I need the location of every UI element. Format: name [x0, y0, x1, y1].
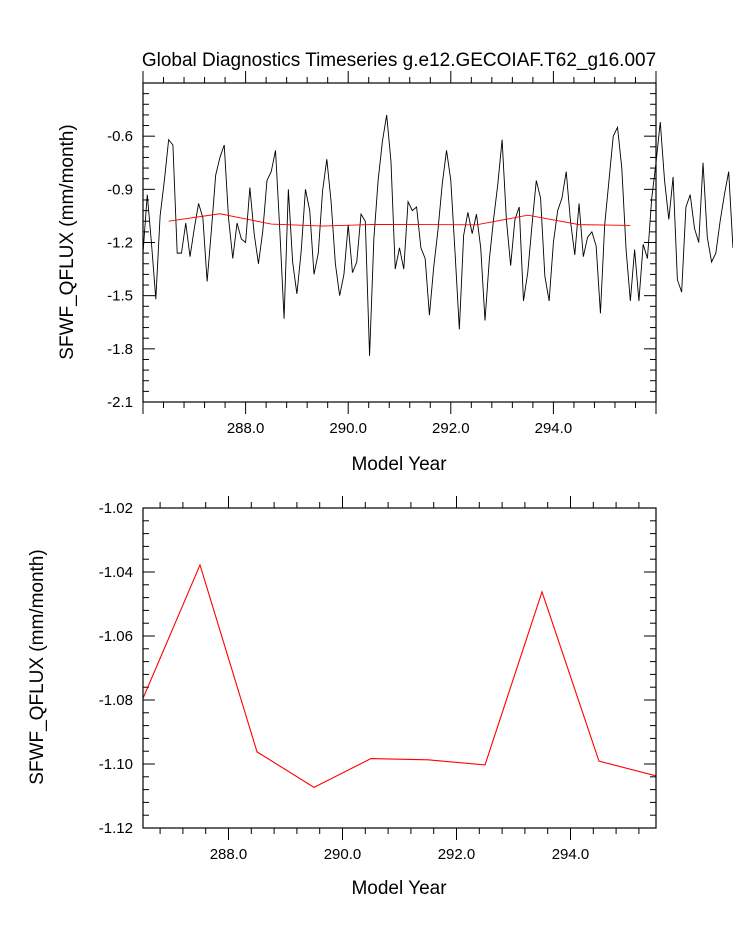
top-chart-frame — [142, 82, 657, 403]
bottom-chart-x-axis-label: Model Year — [351, 878, 447, 899]
x-tick-label: 290.0 — [324, 846, 362, 863]
x-tick-label: 288.0 — [227, 420, 265, 437]
x-tick-label: 290.0 — [329, 420, 367, 437]
y-tick-label: -1.8 — [107, 341, 133, 358]
bottom-chart-x-tick-labels: 288.0 290.0 292.0 294.0 — [210, 846, 590, 863]
bottom-chart-lines — [142, 563, 657, 788]
y-tick-label: -0.9 — [107, 181, 133, 198]
bottom-chart-y-tick-labels: -1.02 -1.04 -1.06 -1.08 -1.10 -1.12 — [99, 500, 133, 837]
top-chart-lines — [142, 114, 733, 356]
y-tick-label: -2.1 — [107, 394, 133, 411]
bottom-chart-y-axis-label: SFWF_QFLUX (mm/month) — [27, 549, 48, 784]
x-tick-label: 294.0 — [552, 846, 590, 863]
bottom-chart-frame — [142, 507, 657, 829]
y-tick-label: -1.5 — [107, 288, 133, 305]
x-tick-label: 294.0 — [535, 420, 573, 437]
top-chart-x-tick-labels: 288.0 290.0 292.0 294.0 — [227, 420, 572, 437]
top-chart: Global Diagnostics Timeseries g.e12.GECO… — [57, 50, 733, 475]
y-tick-label: -1.06 — [99, 628, 133, 645]
bottom-chart-ticks — [143, 496, 656, 840]
x-tick-label: 288.0 — [210, 846, 248, 863]
series-line-annual-mean — [142, 563, 657, 788]
series-line-monthly — [142, 114, 733, 356]
y-tick-label: -1.02 — [99, 500, 133, 517]
x-tick-label: 292.0 — [438, 846, 476, 863]
series-line-annual-mean — [168, 213, 631, 227]
y-tick-label: -1.04 — [99, 564, 133, 581]
y-tick-label: -1.10 — [99, 756, 133, 773]
y-tick-label: -1.12 — [99, 820, 133, 837]
top-chart-ticks — [142, 71, 657, 414]
chart-title: Global Diagnostics Timeseries g.e12.GECO… — [142, 50, 656, 71]
x-tick-label: 292.0 — [432, 420, 470, 437]
top-chart-x-axis-label: Model Year — [351, 454, 447, 475]
bottom-chart: 288.0 290.0 292.0 294.0 -1.02-1.04-1.06-1.0… — [27, 496, 657, 899]
y-tick-label: -1.08 — [99, 692, 133, 709]
y-tick-label: -0.6 — [107, 128, 133, 145]
top-chart-y-tick-labels: -0.6 -0.9 -1.2 -1.5 -1.8 -2.1 — [107, 128, 133, 411]
y-tick-label: -1.2 — [107, 235, 133, 252]
top-chart-y-axis-label: SFWF_QFLUX (mm/month) — [57, 124, 78, 359]
